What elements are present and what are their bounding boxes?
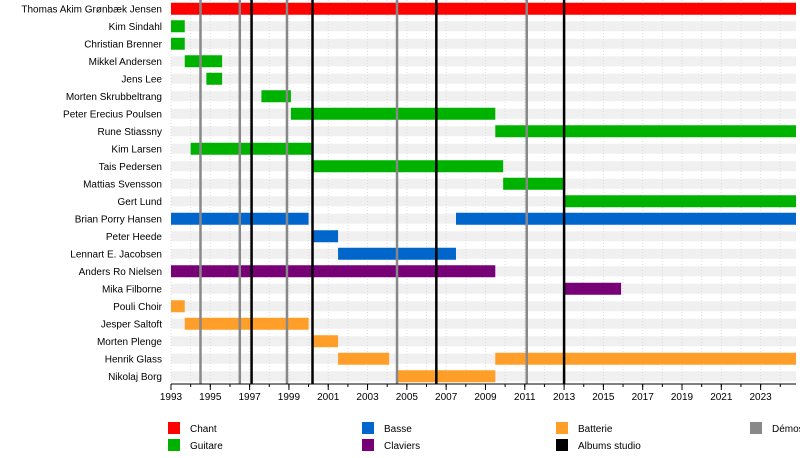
- row-stripe: [171, 283, 796, 294]
- bar-batterie: [184, 317, 309, 330]
- bar-guitare: [261, 90, 291, 103]
- member-label: Mattias Svensson: [83, 179, 162, 190]
- legend-label-claviers: Claviers: [384, 441, 420, 452]
- bar-guitare: [564, 195, 796, 208]
- legend-label-basse: Basse: [384, 424, 412, 435]
- row-stripe: [171, 231, 796, 242]
- tick-label: 1993: [160, 392, 183, 403]
- legend-swatch-albums: [556, 439, 568, 451]
- row-stripe: [171, 196, 796, 207]
- tick-label: 2019: [671, 392, 694, 403]
- legend-label-albums: Albums studio: [578, 441, 641, 452]
- tick-label: 2005: [396, 392, 419, 403]
- tick-label: 2015: [592, 392, 615, 403]
- member-label: Lennart E. Jacobsen: [70, 249, 162, 260]
- bar-basse: [455, 212, 796, 225]
- legend-label-chant: Chant: [190, 424, 217, 435]
- tick-label: 2021: [710, 392, 733, 403]
- legend-swatch-batterie: [556, 422, 568, 434]
- row-stripe: [171, 38, 796, 49]
- tick-label: 2007: [435, 392, 458, 403]
- member-label: Rune Stiassny: [98, 127, 162, 138]
- row-stripe: [171, 56, 796, 67]
- row-stripe: [171, 318, 796, 329]
- tick-label: 2011: [514, 392, 536, 403]
- event-lines: [199, 0, 566, 384]
- member-label: Thomas Akim Grønbæk Jensen: [21, 4, 162, 15]
- bar-guitare: [171, 37, 185, 50]
- tick-label: 2009: [474, 392, 497, 403]
- bar-guitare: [290, 107, 496, 120]
- tick-label: 2013: [553, 392, 576, 403]
- member-label: Gert Lund: [118, 197, 162, 208]
- member-label: Anders Ro Nielsen: [79, 267, 162, 278]
- member-label: Peter Erecius Poulsen: [63, 109, 162, 120]
- bar-guitare: [495, 125, 796, 138]
- bar-batterie: [495, 352, 796, 365]
- member-label: Jesper Saltoft: [101, 319, 162, 330]
- member-label: Mikkel Andersen: [89, 57, 162, 68]
- member-label: Nikolaj Borg: [108, 372, 162, 383]
- bar-claviers: [171, 265, 496, 278]
- legend-swatch-demos: [750, 422, 762, 434]
- bar-batterie: [171, 300, 185, 313]
- tick-label: 1995: [199, 392, 222, 403]
- legend-swatch-guitare: [168, 439, 180, 451]
- legend: Chant Guitare Basse Claviers Batterie Albums …: [168, 422, 800, 452]
- row-stripe: [171, 178, 796, 189]
- member-label: Christian Brenner: [84, 39, 162, 50]
- tick-label: 1997: [238, 392, 261, 403]
- year-gridlines: [170, 0, 781, 384]
- member-label: Brian Porry Hansen: [75, 214, 162, 225]
- x-axis: 1993 1995 1997 1999 2001 2003 2005 2007 2009 2011…: [160, 383, 796, 403]
- member-label: Peter Heede: [106, 232, 163, 243]
- bar-guitare: [312, 160, 504, 173]
- bar-batterie: [338, 352, 390, 365]
- member-labels: Thomas Akim Grønbæk Jensen Kim Sindahl Chr…: [21, 4, 162, 383]
- row-stripe: [171, 91, 796, 102]
- tick-label: 2023: [749, 392, 772, 403]
- row-stripe: [171, 21, 796, 32]
- member-label: Morten Plenge: [97, 337, 162, 348]
- legend-label-demos: Démos: [772, 424, 800, 435]
- member-label: Tais Pedersen: [99, 162, 162, 173]
- tick-label: 2003: [356, 392, 379, 403]
- bar-chant: [171, 2, 796, 15]
- legend-swatch-basse: [362, 422, 374, 434]
- bar-batterie: [312, 335, 339, 348]
- member-label: Mika Filborne: [102, 284, 162, 295]
- bar-guitare: [171, 20, 185, 33]
- member-label: Jens Lee: [121, 74, 162, 85]
- member-label: Kim Larsen: [111, 144, 162, 155]
- legend-swatch-claviers: [362, 439, 374, 451]
- legend-swatch-chant: [168, 422, 180, 434]
- bar-basse: [312, 230, 339, 243]
- row-stripe: [171, 353, 796, 364]
- bar-batterie: [397, 370, 496, 383]
- bar-guitare: [184, 55, 223, 68]
- member-label: Kim Sindahl: [109, 22, 162, 33]
- tick-label: 2001: [317, 392, 340, 403]
- row-stripe: [171, 73, 796, 84]
- row-stripe: [171, 143, 796, 154]
- legend-label-guitare: Guitare: [190, 441, 223, 452]
- member-label: Henrik Glass: [105, 354, 162, 365]
- tick-label: 2017: [632, 392, 655, 403]
- bar-guitare: [206, 72, 223, 85]
- bar-claviers: [564, 282, 622, 295]
- member-label: Morten Skrubbeltrang: [66, 92, 162, 103]
- tick-label: 1999: [278, 392, 301, 403]
- bar-guitare: [503, 177, 565, 190]
- row-stripe: [171, 301, 796, 312]
- row-stripe: [171, 248, 796, 259]
- row-stripe: [171, 336, 796, 347]
- row-stripe: [171, 126, 796, 137]
- legend-label-batterie: Batterie: [578, 424, 613, 435]
- membership-bars: [171, 2, 796, 383]
- member-label: Pouli Choir: [113, 302, 163, 313]
